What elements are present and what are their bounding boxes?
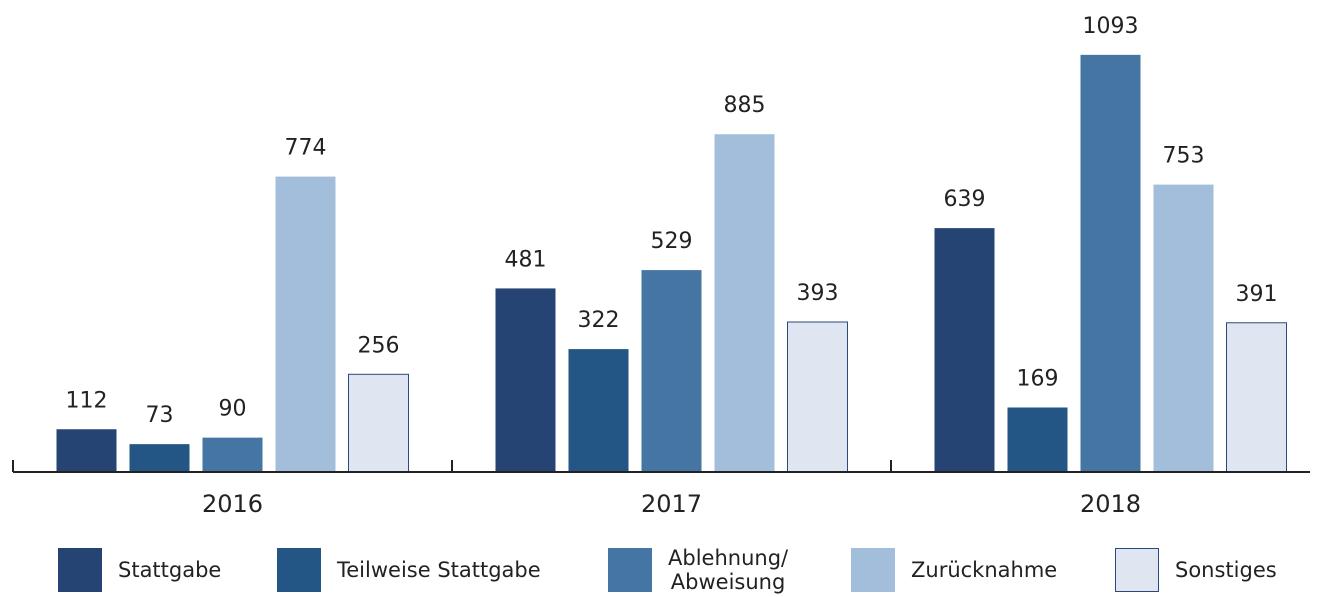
value-label: 322 [578, 308, 620, 333]
value-label: 529 [651, 229, 693, 254]
value-label: 774 [285, 136, 327, 161]
value-label: 639 [944, 187, 986, 212]
bar [495, 288, 556, 472]
bar [934, 228, 995, 472]
bar [275, 176, 336, 472]
legend-swatch [608, 548, 652, 592]
bar [1007, 407, 1068, 472]
bar [1226, 322, 1287, 473]
legend-item: Zurücknahme [851, 546, 1057, 594]
legend-label: Zurücknahme [911, 558, 1058, 582]
value-label: 1093 [1083, 14, 1139, 39]
value-label: 73 [146, 403, 174, 428]
value-label: 90 [219, 397, 247, 422]
legend-item: Stattgabe [58, 546, 221, 594]
value-label: 256 [358, 333, 400, 358]
legend-item: Ablehnung/ Abweisung [608, 546, 788, 594]
value-label: 112 [66, 388, 108, 413]
legend-item: Teilweise Stattgabe [277, 546, 541, 594]
bar [1080, 54, 1141, 473]
legend-label: Ablehnung/ Abweisung [668, 546, 789, 594]
bar [787, 321, 848, 473]
value-label: 169 [1017, 366, 1059, 391]
legend-label: Teilweise Stattgabe [337, 558, 541, 582]
legend: Stattgabe Teilweise Stattgabe Ablehnung/ A… [0, 546, 1322, 596]
chart: 112 73 90 774 256 2016 481 322 529 885 393 2017 639 1… [12, 14, 1310, 518]
x-tick-label: 2016 [202, 490, 263, 518]
bar [714, 134, 775, 472]
value-label: 753 [1163, 144, 1205, 169]
x-tick-label: 2018 [1080, 490, 1141, 518]
bar [202, 437, 263, 472]
bar [641, 270, 702, 472]
bar [568, 349, 629, 472]
value-label: 393 [797, 281, 839, 306]
legend-item: Sonstiges [1115, 546, 1277, 594]
bar [56, 429, 117, 472]
legend-label: Stattgabe [118, 558, 222, 582]
bar [348, 373, 409, 473]
legend-swatch [1115, 548, 1159, 592]
legend-swatch [58, 548, 102, 592]
x-tick-label: 2017 [641, 490, 702, 518]
legend-label: Sonstiges [1175, 558, 1277, 582]
value-label: 885 [724, 93, 766, 118]
bar [129, 444, 190, 472]
bar [1153, 184, 1214, 473]
legend-swatch [851, 548, 895, 592]
value-label: 391 [1236, 282, 1278, 307]
legend-swatch [277, 548, 321, 592]
value-label: 481 [505, 247, 547, 272]
